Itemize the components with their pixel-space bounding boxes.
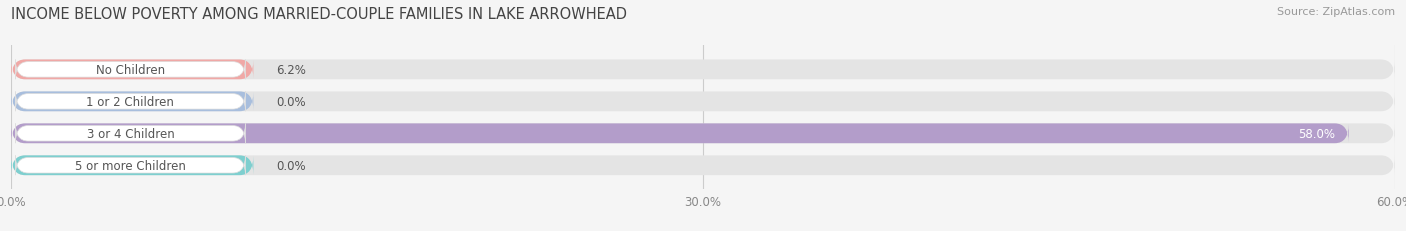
FancyBboxPatch shape [15, 92, 246, 112]
Text: 0.0%: 0.0% [277, 159, 307, 172]
FancyBboxPatch shape [15, 124, 246, 143]
Text: 1 or 2 Children: 1 or 2 Children [86, 95, 174, 108]
FancyBboxPatch shape [11, 124, 1395, 144]
Text: 0.0%: 0.0% [277, 95, 307, 108]
Text: 3 or 4 Children: 3 or 4 Children [87, 127, 174, 140]
Text: 58.0%: 58.0% [1298, 127, 1334, 140]
Text: 6.2%: 6.2% [277, 64, 307, 76]
FancyBboxPatch shape [15, 60, 246, 80]
FancyBboxPatch shape [11, 92, 1395, 112]
FancyBboxPatch shape [11, 156, 1395, 175]
FancyBboxPatch shape [11, 124, 1348, 144]
FancyBboxPatch shape [11, 156, 253, 175]
FancyBboxPatch shape [15, 156, 246, 175]
Text: INCOME BELOW POVERTY AMONG MARRIED-COUPLE FAMILIES IN LAKE ARROWHEAD: INCOME BELOW POVERTY AMONG MARRIED-COUPL… [11, 7, 627, 22]
Text: Source: ZipAtlas.com: Source: ZipAtlas.com [1277, 7, 1395, 17]
FancyBboxPatch shape [11, 92, 253, 112]
FancyBboxPatch shape [11, 60, 253, 80]
Text: 5 or more Children: 5 or more Children [75, 159, 186, 172]
Text: No Children: No Children [96, 64, 165, 76]
FancyBboxPatch shape [11, 60, 1395, 80]
